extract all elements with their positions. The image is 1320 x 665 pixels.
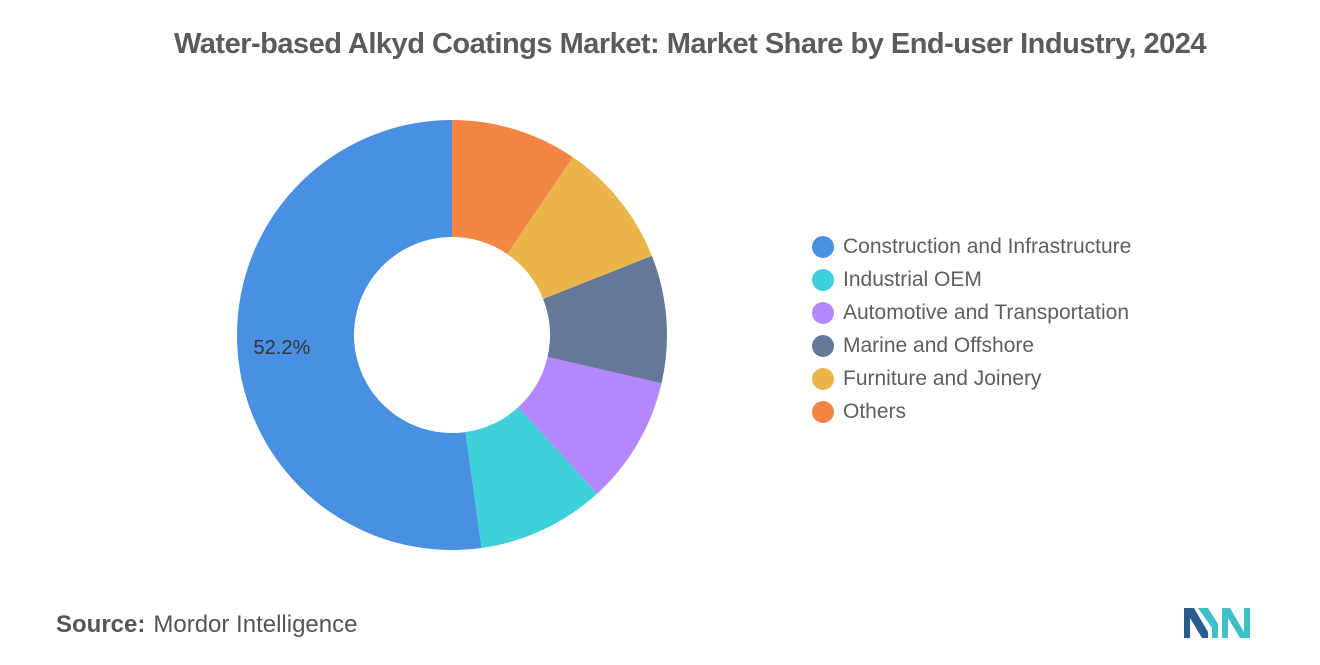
legend-item-furniture-and-joinery: Furniture and Joinery <box>812 362 1131 395</box>
legend-item-others: Others <box>812 395 1131 428</box>
legend-item-marine-and-offshore: Marine and Offshore <box>812 329 1131 362</box>
source-note: Source: Mordor Intelligence <box>56 611 357 639</box>
slice-industrial-oem <box>465 407 598 548</box>
slice-furniture-and-joinery <box>507 157 652 299</box>
legend-swatch <box>812 334 834 357</box>
legend-item-automotive-and-transportation: Automotive and Transportation <box>812 296 1131 329</box>
legend-swatch <box>812 367 834 390</box>
legend-label: Others <box>843 399 907 423</box>
slice-construction-and-infrastructure <box>236 120 482 551</box>
legend-label: Automotive and Transportation <box>843 300 1130 324</box>
source-label: Source: <box>56 611 146 638</box>
slice-others <box>452 120 573 254</box>
chart-title: Water-based Alkyd Coatings Market: Marke… <box>173 28 1207 60</box>
donut-slices <box>236 120 667 551</box>
legend-swatch <box>812 301 834 324</box>
chart-legend: Construction and Infrastructure Industria… <box>812 230 1131 428</box>
legend-label: Marine and Offshore <box>843 333 1035 357</box>
source-text: Mordor Intelligence <box>153 611 358 638</box>
slice-marine-and-offshore <box>543 255 667 384</box>
legend-swatch <box>812 268 834 291</box>
legend-swatch <box>812 235 834 258</box>
legend-label: Industrial OEM <box>843 267 982 291</box>
donut-data-labels: 52.2% <box>254 337 311 359</box>
legend-item-construction-and-infrastructure: Construction and Infrastructure <box>812 230 1131 263</box>
legend-label: Construction and Infrastructure <box>843 234 1132 258</box>
legend-item-industrial-oem: Industrial OEM <box>812 263 1131 296</box>
mordor-intelligence-logo-icon <box>1184 608 1250 638</box>
slice-automotive-and-transportation <box>518 356 662 494</box>
legend-swatch <box>812 400 834 423</box>
legend-label: Furniture and Joinery <box>843 366 1042 390</box>
data-label-construction-and-infrastructure: 52.2% <box>254 337 311 359</box>
